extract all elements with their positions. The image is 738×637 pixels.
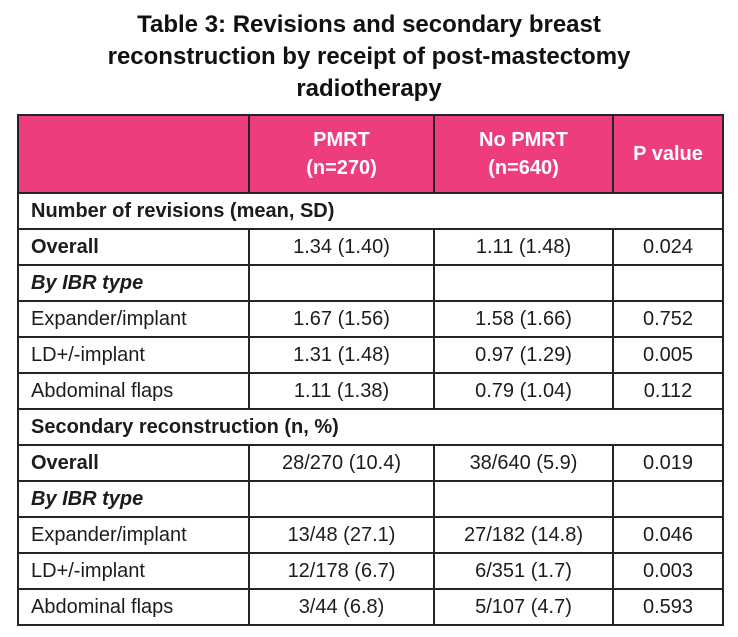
no-pmrt-value: 0.97 (1.29): [433, 336, 614, 374]
pmrt-value: 28/270 (10.4): [248, 444, 435, 482]
row-label: Expander/implant: [17, 516, 250, 554]
p-value: 0.019: [612, 444, 724, 482]
table-row: LD+/-implant 12/178 (6.7) 6/351 (1.7) 0.…: [17, 552, 724, 590]
table-row: Abdominal flaps 1.11 (1.38) 0.79 (1.04) …: [17, 372, 724, 410]
pmrt-value: [248, 480, 435, 518]
pmrt-value: 1.34 (1.40): [248, 228, 435, 266]
row-label: By IBR type: [17, 480, 250, 518]
no-pmrt-value: 38/640 (5.9): [433, 444, 614, 482]
header-no-pmrt: No PMRT (n=640): [433, 114, 614, 194]
table-row: Overall 1.34 (1.40) 1.11 (1.48) 0.024: [17, 228, 724, 266]
table-row: LD+/-implant 1.31 (1.48) 0.97 (1.29) 0.0…: [17, 336, 724, 374]
header-pmrt: PMRT (n=270): [248, 114, 435, 194]
p-value: 0.752: [612, 300, 724, 338]
row-label: By IBR type: [17, 264, 250, 302]
page-title: Table 3: Revisions and secondary breast …: [107, 11, 631, 102]
table-row: Expander/implant 1.67 (1.56) 1.58 (1.66)…: [17, 300, 724, 338]
p-value: 0.112: [612, 372, 724, 410]
row-label: LD+/-implant: [17, 552, 250, 590]
pmrt-value: 12/178 (6.7): [248, 552, 435, 590]
p-value: 0.005: [612, 336, 724, 374]
p-value: [612, 264, 724, 302]
table-row: Overall 28/270 (10.4) 38/640 (5.9) 0.019: [17, 444, 724, 482]
no-pmrt-value: 27/182 (14.8): [433, 516, 614, 554]
header-p-value: P value: [612, 114, 724, 194]
section-header-label: Secondary reconstruction (n, %): [17, 408, 724, 446]
table-row: By IBR type: [17, 264, 724, 302]
revisions-table: PMRT (n=270) No PMRT (n=640) P value Num…: [17, 114, 724, 626]
no-pmrt-value: 0.79 (1.04): [433, 372, 614, 410]
table-row: Abdominal flaps 3/44 (6.8) 5/107 (4.7) 0…: [17, 588, 724, 626]
pmrt-value: 1.31 (1.48): [248, 336, 435, 374]
table-row: By IBR type: [17, 480, 724, 518]
pmrt-value: 3/44 (6.8): [248, 588, 435, 626]
no-pmrt-value: 5/107 (4.7): [433, 588, 614, 626]
row-label: Overall: [17, 228, 250, 266]
row-label: Overall: [17, 444, 250, 482]
no-pmrt-value: 1.58 (1.66): [433, 300, 614, 338]
no-pmrt-value: 1.11 (1.48): [433, 228, 614, 266]
pmrt-value: [248, 264, 435, 302]
table-row: Expander/implant 13/48 (27.1) 27/182 (14…: [17, 516, 724, 554]
p-value: 0.003: [612, 552, 724, 590]
no-pmrt-value: [433, 264, 614, 302]
section-header-label: Number of revisions (mean, SD): [17, 192, 724, 230]
pmrt-value: 13/48 (27.1): [248, 516, 435, 554]
pmrt-value: 1.11 (1.38): [248, 372, 435, 410]
row-label: LD+/-implant: [17, 336, 250, 374]
no-pmrt-value: 6/351 (1.7): [433, 552, 614, 590]
pmrt-value: 1.67 (1.56): [248, 300, 435, 338]
no-pmrt-value: [433, 480, 614, 518]
row-label: Abdominal flaps: [17, 372, 250, 410]
row-label: Abdominal flaps: [17, 588, 250, 626]
p-value: 0.046: [612, 516, 724, 554]
table-header-row: PMRT (n=270) No PMRT (n=640) P value: [17, 114, 724, 194]
row-label: Expander/implant: [17, 300, 250, 338]
section-header-row: Secondary reconstruction (n, %): [17, 408, 724, 446]
p-value: 0.593: [612, 588, 724, 626]
p-value: 0.024: [612, 228, 724, 266]
header-corner-cell: [17, 114, 250, 194]
p-value: [612, 480, 724, 518]
section-header-row: Number of revisions (mean, SD): [17, 192, 724, 230]
